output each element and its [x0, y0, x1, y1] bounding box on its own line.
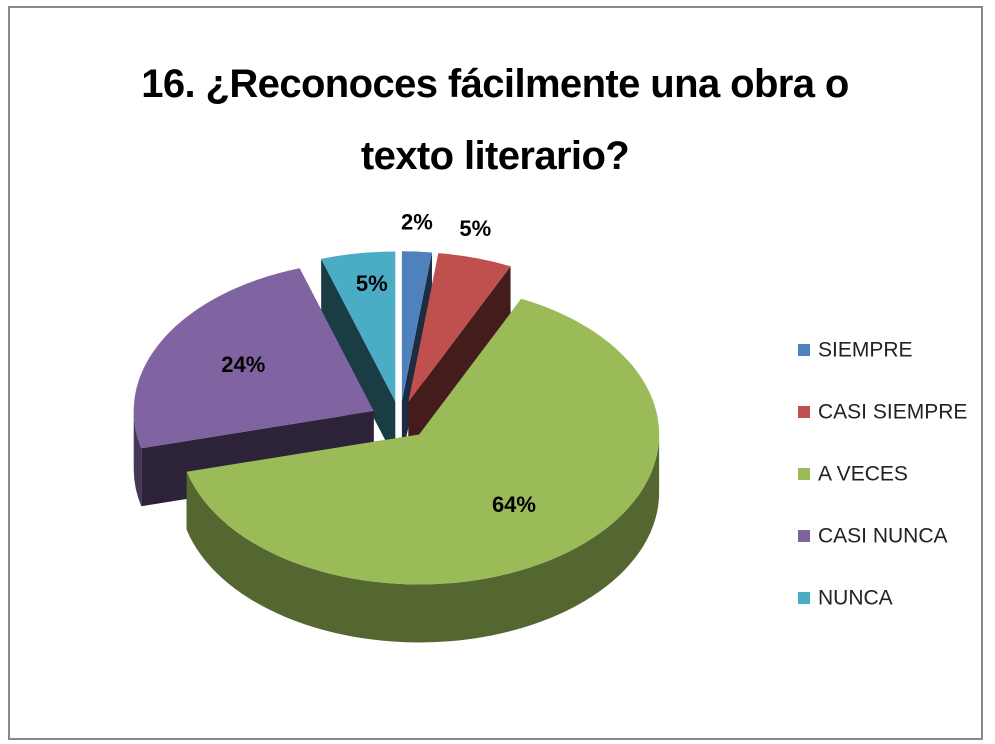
- legend-swatch: [798, 468, 810, 480]
- slice-top: [133, 268, 374, 449]
- legend-label: CASI SIEMPRE: [818, 401, 967, 424]
- legend-label: NUNCA: [818, 587, 893, 610]
- data-label: 24%: [221, 352, 265, 377]
- chart-title: 16. ¿Reconoces fácilmente una obra o tex…: [141, 62, 849, 178]
- slice: [186, 298, 660, 643]
- legend-label: A VECES: [818, 463, 908, 486]
- slice-top: [321, 251, 396, 402]
- slice: [408, 253, 511, 460]
- slice-side: [133, 410, 142, 507]
- legend-swatch: [798, 530, 810, 542]
- data-label: 5%: [459, 216, 491, 241]
- legend-swatch: [798, 406, 810, 418]
- data-label: 2%: [401, 209, 433, 234]
- data-label: 64%: [492, 492, 536, 517]
- slice-top: [408, 253, 511, 402]
- legend-label: CASI NUNCA: [818, 525, 948, 548]
- slice-wall: [321, 258, 396, 460]
- legend-label: SIEMPRE: [818, 339, 913, 362]
- legend-swatch: [798, 344, 810, 356]
- legend-swatch: [798, 592, 810, 604]
- slice: [321, 251, 396, 460]
- chart-frame: [8, 6, 983, 740]
- slice-wall: [408, 266, 511, 460]
- slice-side: [186, 434, 660, 643]
- slice-top: [401, 251, 432, 402]
- data-label: 5%: [356, 271, 388, 296]
- slice-top: [186, 298, 660, 585]
